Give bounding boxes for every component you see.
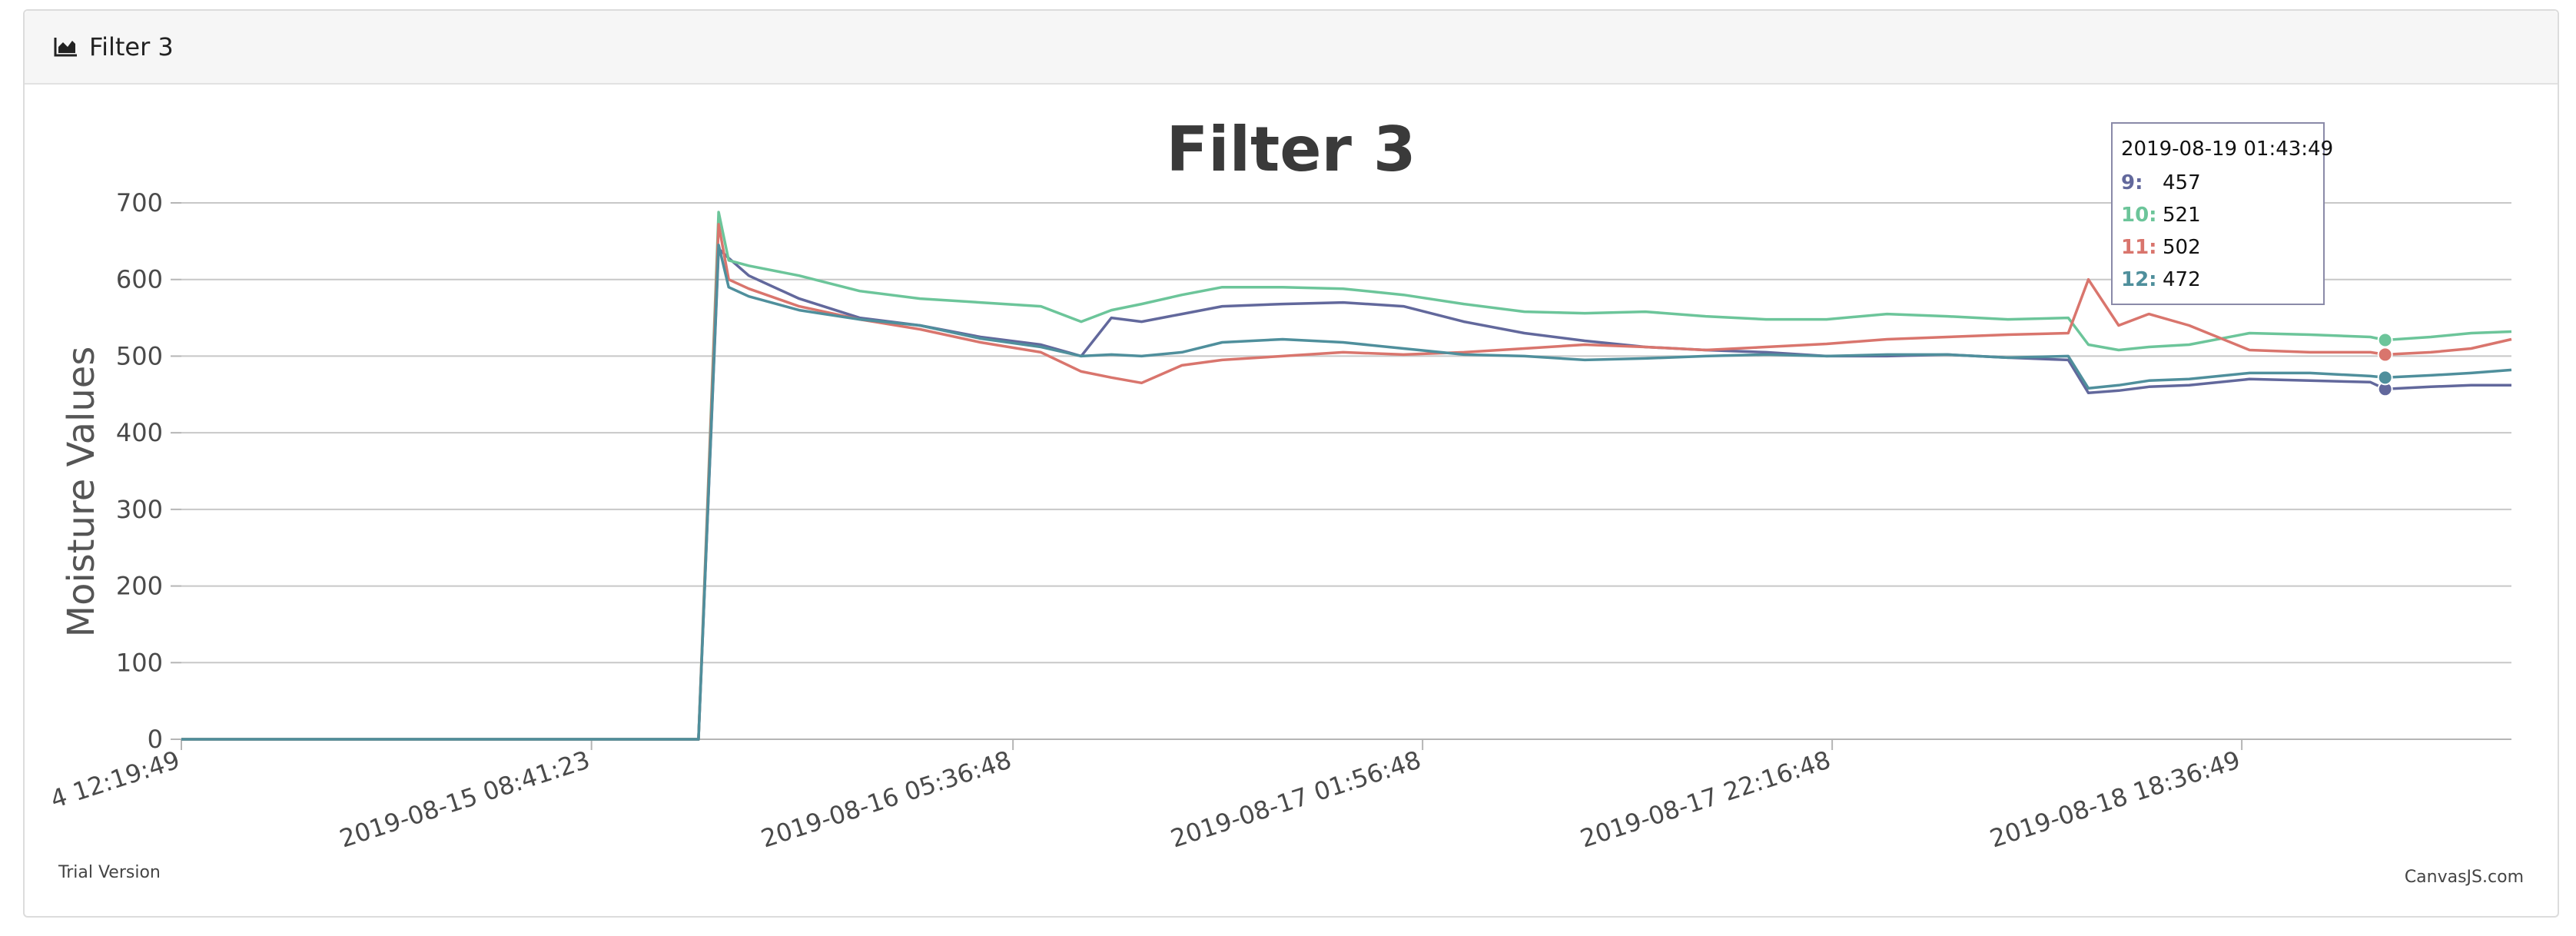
y-tick-label-500: 500: [116, 341, 163, 370]
tooltip-box: [2111, 122, 2325, 305]
chart-title: Filter 3: [1167, 114, 1416, 185]
tooltip-series-12-value: 472: [2163, 268, 2201, 291]
series-lines: [181, 211, 2512, 741]
panel-title: Filter 3: [89, 32, 174, 61]
x-tick-label-4: 2019-08-17 22:16:48: [1577, 745, 1834, 853]
hover-markers: [2377, 332, 2393, 397]
hover-marker-11: [2377, 347, 2393, 363]
tooltip-series-11-value: 502: [2163, 236, 2201, 259]
y-tick-label-700: 700: [116, 188, 163, 217]
y-tick-label-600: 600: [116, 265, 163, 294]
y-tick-label-0: 0: [148, 725, 163, 754]
x-tick-label-5: 2019-08-18 18:36:49: [1987, 745, 2244, 853]
y-tick-label-200: 200: [116, 572, 163, 601]
x-tick-label-0: 4 12:19:49: [47, 745, 183, 814]
y-tick-label-400: 400: [116, 418, 163, 447]
series-line-12: [181, 244, 2512, 741]
x-axis-ticks: 4 12:19:49 2019-08-15 08:41:23 2019-08-16 …: [47, 739, 2244, 854]
tooltip-series-12-name: 12:: [2121, 268, 2157, 291]
tooltip-series-9-value: 457: [2163, 171, 2201, 194]
y-axis-title: Moisture Values: [60, 347, 103, 638]
tooltip-series-9-name: 9:: [2121, 171, 2143, 194]
hover-marker-12: [2377, 370, 2393, 386]
x-tick-label-1: 2019-08-15 08:41:23: [336, 745, 593, 853]
tooltip-series-11-name: 11:: [2121, 236, 2157, 259]
series-line-9: [181, 247, 2511, 741]
tooltip: 2019-08-19 01:43:49 9: 457 10: 521 11: 502 12: 4…: [2111, 122, 2333, 305]
tooltip-series-10-value: 521: [2163, 204, 2201, 227]
trial-version-label: Trial Version: [58, 863, 161, 882]
x-tick-label-2: 2019-08-16 05:36:48: [758, 745, 1015, 853]
series-line-11: [181, 223, 2512, 741]
y-axis-ticks: 0 100 200 300 400 500 600 700: [116, 188, 181, 754]
area-chart-icon: [54, 38, 77, 57]
tooltip-series-10-name: 10:: [2121, 204, 2157, 227]
panel-header: Filter 3: [25, 11, 2558, 85]
canvasjs-credit-link[interactable]: CanvasJS.com: [2405, 868, 2524, 887]
y-tick-label-100: 100: [116, 648, 163, 677]
x-tick-label-3: 2019-08-17 01:56:48: [1167, 745, 1425, 853]
tooltip-time: 2019-08-19 01:43:49: [2121, 138, 2333, 161]
hover-marker-10: [2377, 332, 2393, 348]
y-tick-label-300: 300: [116, 495, 163, 524]
